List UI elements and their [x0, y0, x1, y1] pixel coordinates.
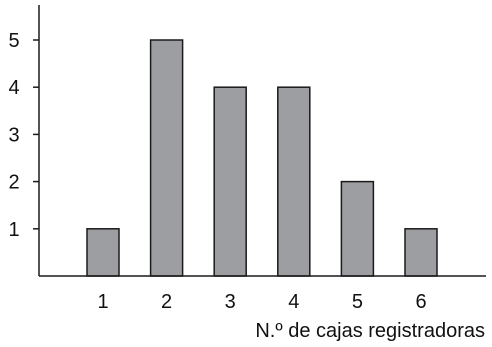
- x-axis-title: N.º de cajas registradoras: [255, 320, 485, 342]
- x-tick-label-4: 4: [288, 291, 299, 313]
- y-tick-label-5: 5: [8, 30, 19, 52]
- x-tick-label-2: 2: [161, 291, 172, 313]
- x-tick-label-6: 6: [415, 291, 426, 313]
- bar-1: [86, 228, 120, 277]
- bar-5: [340, 180, 375, 277]
- y-tick-label-1: 1: [8, 219, 19, 241]
- y-tick-label-3: 3: [8, 124, 19, 146]
- bar-6: [404, 228, 438, 277]
- bar-2: [149, 39, 184, 277]
- bar-3: [213, 86, 247, 277]
- x-tick-label-1: 1: [97, 291, 108, 313]
- bars: [86, 39, 438, 277]
- x-axis-ticks: 1 2 3 4 5 6: [97, 291, 426, 313]
- y-axis-ticks: 1 2 3 4 5: [8, 30, 39, 241]
- x-tick-label-3: 3: [225, 291, 236, 313]
- x-tick-label-5: 5: [352, 291, 363, 313]
- y-tick-label-4: 4: [8, 77, 19, 99]
- y-tick-label-2: 2: [8, 172, 19, 194]
- bar-4: [277, 86, 311, 277]
